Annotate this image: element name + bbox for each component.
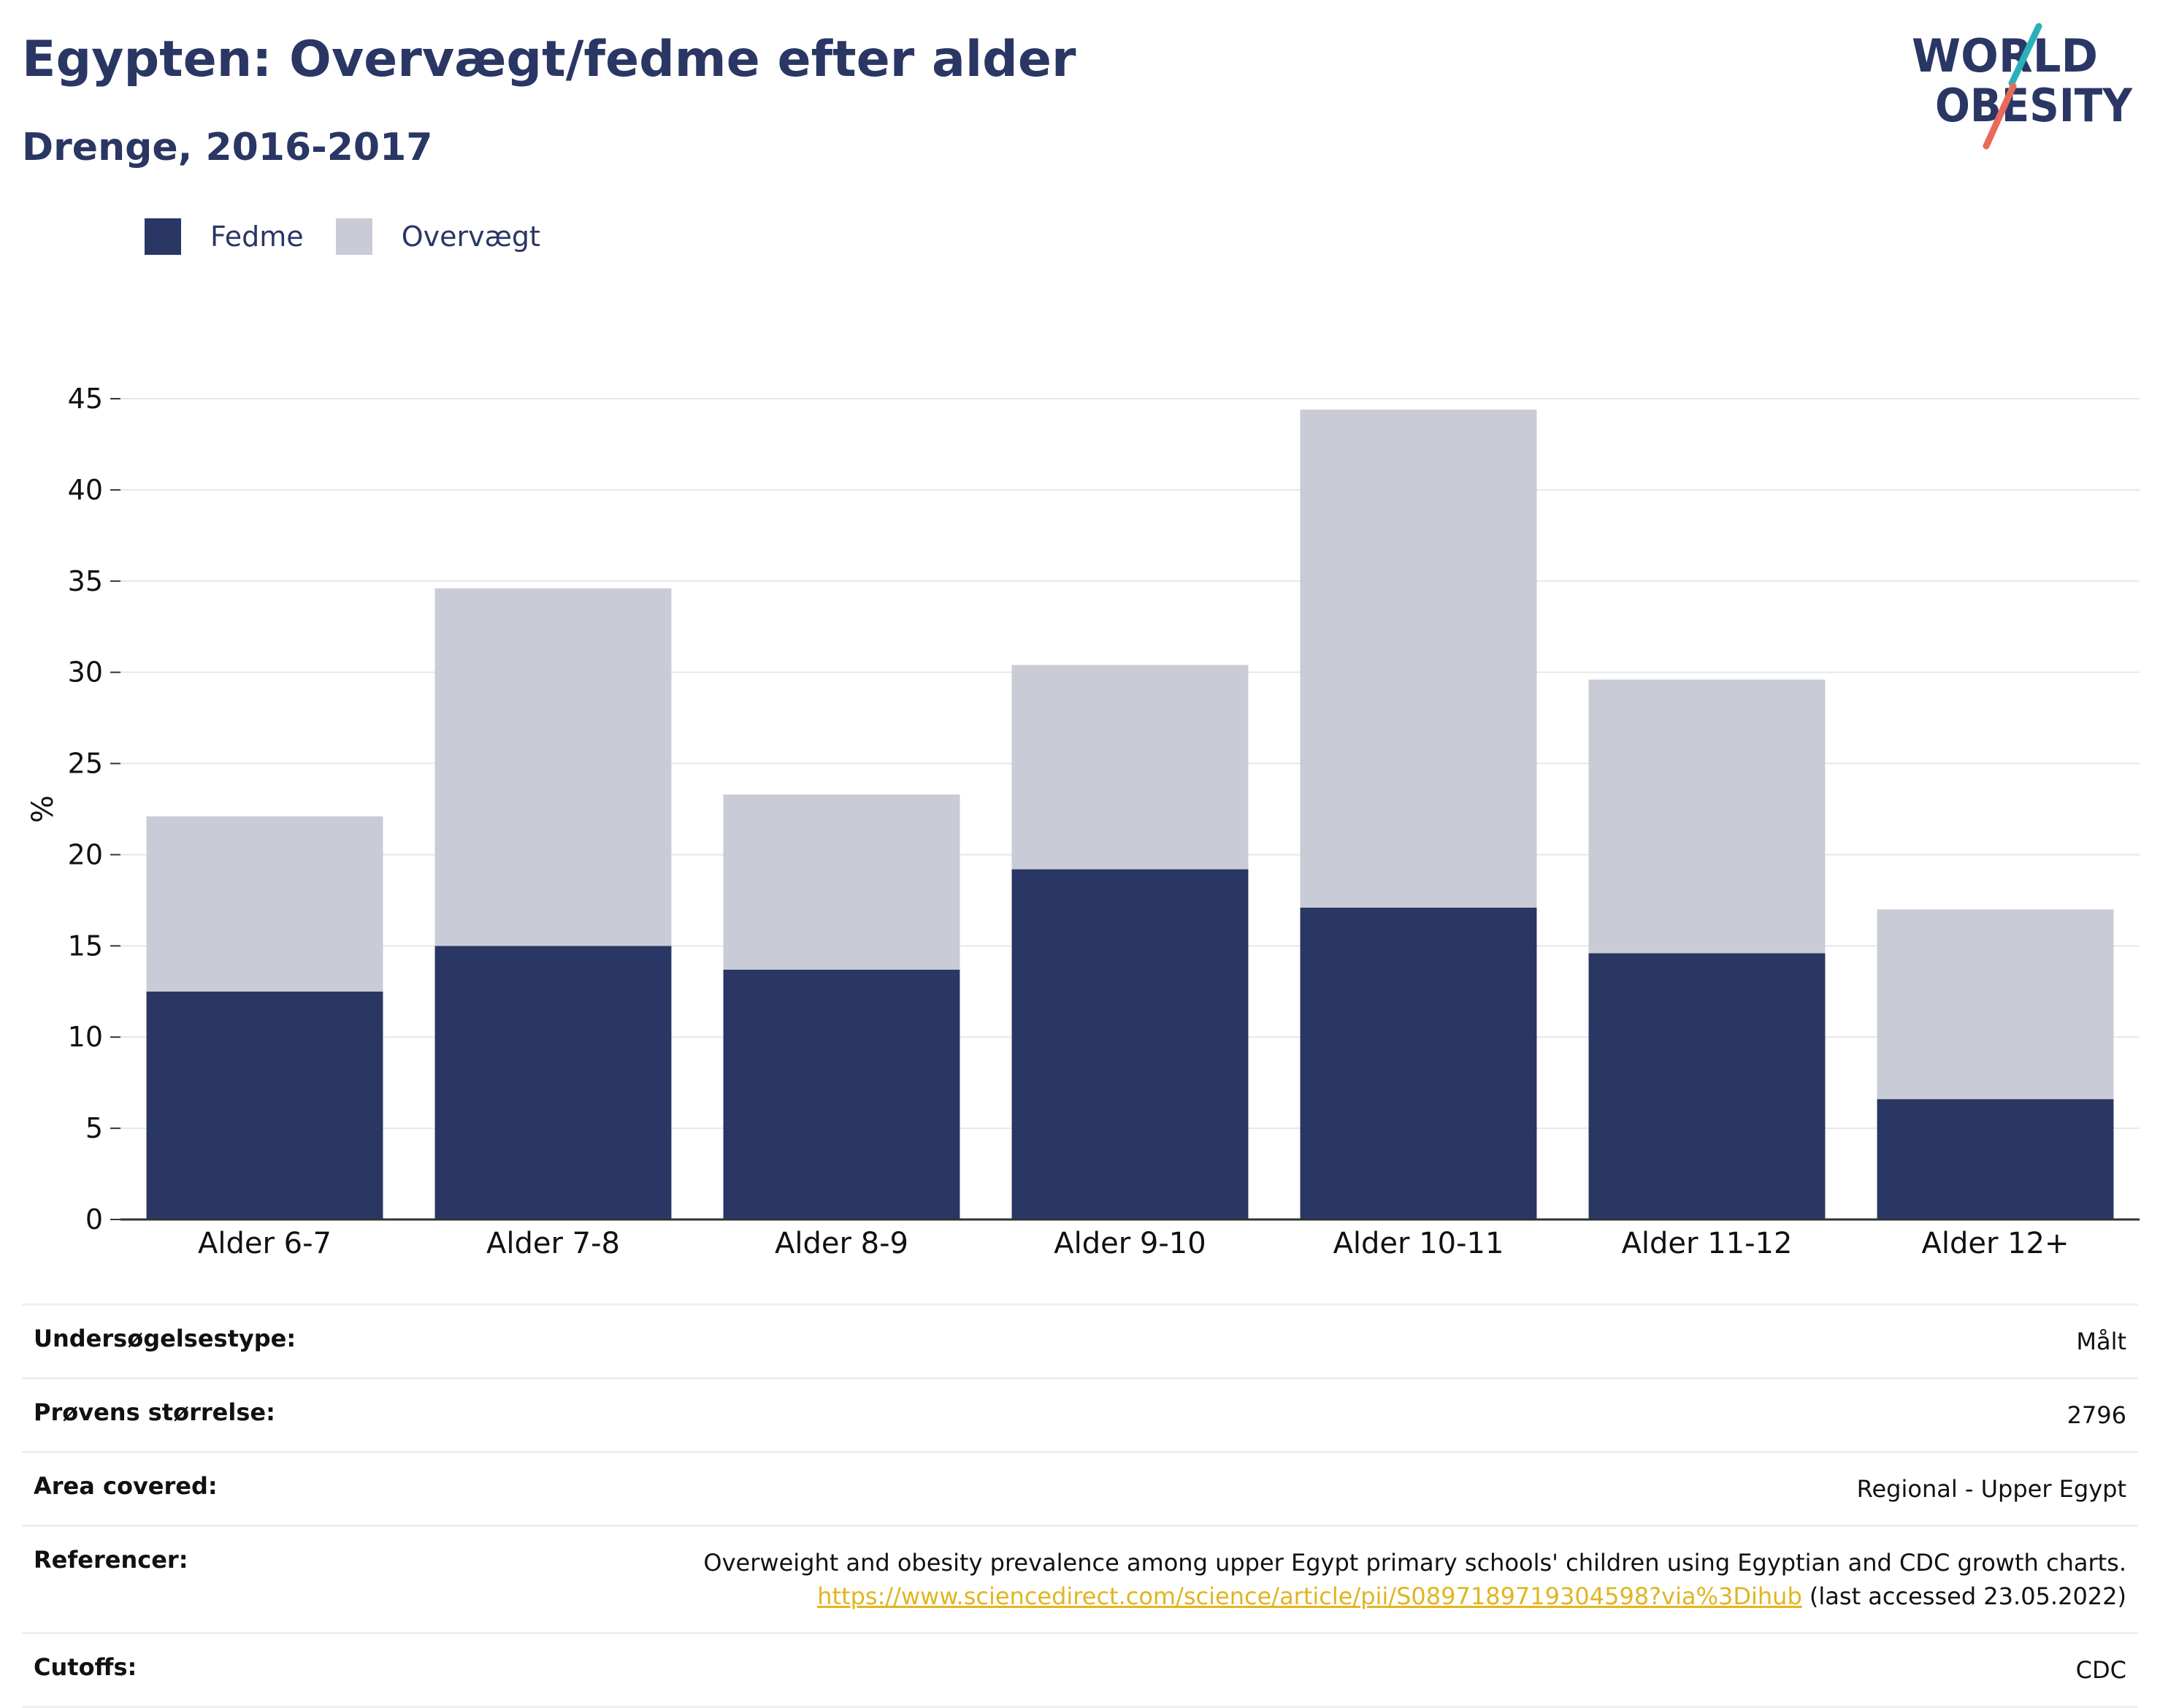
y-tick-label: 30 bbox=[68, 656, 103, 689]
bar-fedme bbox=[1877, 1099, 2114, 1219]
stacked-bar-chart: 0 5 10 15 20 25 30 35 40 45% Alder 6-7 Alder 7-8 Ald… bbox=[26, 383, 2140, 1260]
logo-slash-teal bbox=[2008, 23, 2042, 87]
y-tick-label: 35 bbox=[68, 565, 103, 597]
logo-text-world: WORLD bbox=[1912, 29, 2098, 83]
y-tick-label: 20 bbox=[68, 838, 103, 870]
sample-size-value: 2796 bbox=[2067, 1401, 2126, 1429]
bar-fedme bbox=[1588, 953, 1826, 1219]
bar-overv-gt bbox=[723, 794, 960, 970]
references-label: Referencer: bbox=[34, 1546, 188, 1574]
meta-row-sample-size: Prøvens størrelse: 2796 bbox=[22, 1377, 2138, 1451]
y-tick-label: 5 bbox=[85, 1112, 103, 1144]
y-axis-label: % bbox=[26, 795, 60, 823]
area-label: Area covered: bbox=[34, 1472, 218, 1500]
page-subtitle: Drenge, 2016-2017 bbox=[22, 126, 433, 169]
bar-fedme bbox=[723, 969, 960, 1219]
survey-type-value: Målt bbox=[2076, 1328, 2126, 1355]
meta-row-survey-type: Undersøgelsestype: Målt bbox=[22, 1303, 2138, 1377]
bar-fedme bbox=[434, 946, 672, 1219]
x-tick-label: Alder 7-8 bbox=[486, 1227, 620, 1260]
meta-row-area: Area covered: Regional - Upper Egypt bbox=[22, 1451, 2138, 1525]
bar-overv-gt bbox=[146, 816, 383, 992]
x-tick-label: Alder 11-12 bbox=[1622, 1227, 1793, 1260]
sample-size-label: Prøvens størrelse: bbox=[34, 1398, 275, 1426]
references-value: Overweight and obesity prevalence among … bbox=[703, 1546, 2126, 1613]
bar-overv-gt bbox=[1877, 909, 2114, 1100]
bar-overv-gt bbox=[1588, 679, 1826, 954]
world-obesity-logo: WORLD OBESITY bbox=[1912, 23, 2133, 150]
meta-row-references: Referencer: Overweight and obesity preva… bbox=[22, 1525, 2138, 1632]
bar-fedme bbox=[1011, 869, 1249, 1219]
x-tick-label: Alder 6-7 bbox=[198, 1227, 332, 1260]
references-accessed: (last accessed 23.05.2022) bbox=[1809, 1582, 2126, 1610]
cutoffs-value: CDC bbox=[2075, 1656, 2126, 1684]
x-tick-label: Alder 12+ bbox=[1921, 1227, 2069, 1260]
references-link[interactable]: https://www.sciencedirect.com/science/ar… bbox=[817, 1582, 1802, 1610]
bar-overv-gt bbox=[1011, 665, 1249, 870]
legend-label-fedme: Fedme bbox=[210, 221, 304, 253]
y-tick-label: 15 bbox=[68, 930, 103, 962]
x-tick-label: Alder 8-9 bbox=[775, 1227, 908, 1260]
legend-item-fedme: Fedme bbox=[145, 218, 304, 255]
chart-legend: Fedme Overvægt bbox=[145, 216, 572, 257]
meta-row-cutoffs: Cutoffs: CDC bbox=[22, 1632, 2138, 1708]
legend-swatch-fedme bbox=[145, 218, 181, 255]
survey-details-table: Undersøgelsestype: Målt Prøvens størrels… bbox=[22, 1303, 2138, 1708]
survey-type-label: Undersøgelsestype: bbox=[34, 1325, 296, 1352]
cutoffs-label: Cutoffs: bbox=[34, 1653, 137, 1681]
y-tick-label: 25 bbox=[68, 748, 103, 780]
legend-swatch-overvaegt bbox=[335, 218, 372, 255]
y-tick-label: 10 bbox=[68, 1021, 103, 1053]
x-tick-label: Alder 9-10 bbox=[1054, 1227, 1206, 1260]
references-text: Overweight and obesity prevalence among … bbox=[703, 1549, 2126, 1577]
legend-label-overvaegt: Overvægt bbox=[401, 221, 540, 253]
y-tick-label: 40 bbox=[68, 474, 103, 506]
bar-fedme bbox=[1300, 907, 1537, 1219]
x-tick-label: Alder 10-11 bbox=[1333, 1227, 1504, 1260]
logo-text-obesity: OBESITY bbox=[1935, 79, 2133, 132]
area-value: Regional - Upper Egypt bbox=[1856, 1475, 2126, 1503]
logo-slash-red bbox=[1983, 83, 2017, 150]
page-title: Egypten: Overvægt/fedme efter alder bbox=[22, 31, 1076, 88]
y-tick-label: 45 bbox=[68, 383, 103, 415]
bar-overv-gt bbox=[1300, 409, 1537, 908]
y-tick-label: 0 bbox=[85, 1203, 103, 1236]
bar-fedme bbox=[146, 991, 383, 1219]
legend-item-overvaegt: Overvægt bbox=[335, 218, 540, 255]
bar-overv-gt bbox=[434, 588, 672, 946]
